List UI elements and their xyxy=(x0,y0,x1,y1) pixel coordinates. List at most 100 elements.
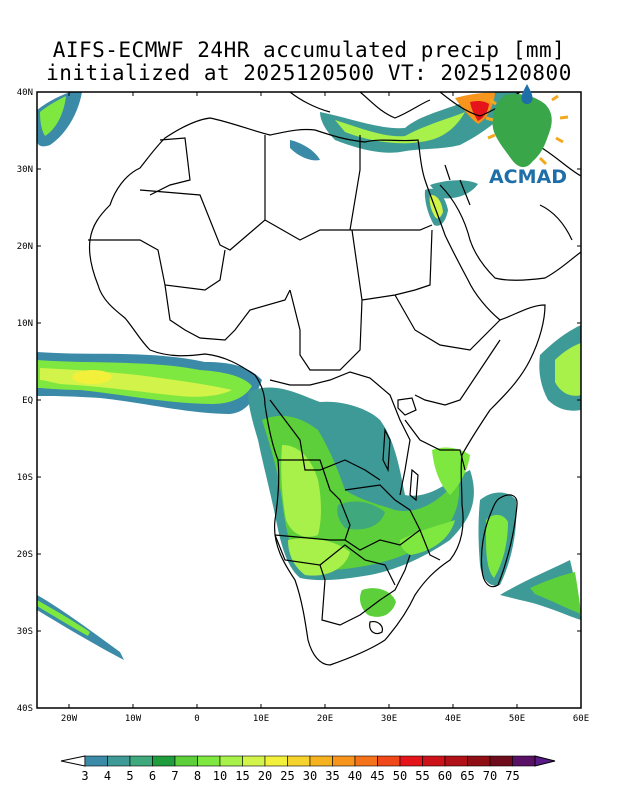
border-east xyxy=(414,339,501,406)
precip-max-atlantic xyxy=(72,370,112,384)
border-ethiopia xyxy=(394,294,501,351)
africa-coastline xyxy=(88,117,546,666)
colorbar-swatch xyxy=(332,755,356,767)
lake-tanganyika xyxy=(382,427,391,473)
acmad-logo-text: ACMAD xyxy=(489,166,567,188)
border-sahara-1 xyxy=(139,135,266,251)
border-namibia-botswana xyxy=(319,544,396,586)
lake-victoria xyxy=(397,397,417,416)
colorbar-label: 45 xyxy=(370,769,384,783)
acmad-logo-africa-icon xyxy=(492,94,552,168)
precip-east-med-max-core xyxy=(470,100,489,121)
colorbar-swatch xyxy=(152,755,176,767)
longitude-axis: 20W 10W 0 10E 20E 30E 40E 50E 60E xyxy=(61,92,589,724)
lon-tick-label: 20W xyxy=(61,714,78,724)
lon-tick-label: 10E xyxy=(253,714,269,724)
border-mozambique xyxy=(419,529,441,561)
colorbar-label: 6 xyxy=(149,769,156,783)
precip-indian-ocean-band-core xyxy=(530,572,581,614)
colorbar-label: 8 xyxy=(194,769,201,783)
colorbar-label: 65 xyxy=(460,769,474,783)
colorbar-swatch xyxy=(444,755,468,767)
lat-tick-label: 10N xyxy=(17,319,33,329)
precip-mass-angola xyxy=(288,538,350,576)
border-north-1 xyxy=(149,137,191,196)
colorbar-swatch xyxy=(399,755,423,767)
map-title-line-2: initialized at 2025120500 VT: 2025120800 xyxy=(46,61,572,85)
lon-tick-label: 60E xyxy=(573,714,589,724)
colorbar-label: 5 xyxy=(126,769,133,783)
colorbar-label: 35 xyxy=(325,769,339,783)
lake-malawi xyxy=(409,468,419,502)
colorbar-swatch xyxy=(512,755,536,767)
border-southern xyxy=(274,534,411,626)
precip-mass-central-inner xyxy=(281,445,321,537)
colorbar-swatch xyxy=(174,755,198,767)
colorbar-label: 25 xyxy=(280,769,294,783)
colorbar-label: 4 xyxy=(104,769,111,783)
precip-sw-atlantic-core xyxy=(37,600,90,636)
colorbar-label: 75 xyxy=(505,769,519,783)
colorbar-label: 30 xyxy=(303,769,317,783)
colorbar-swatch xyxy=(287,755,311,767)
colorbar-swatch xyxy=(242,755,266,767)
border-sahara-3 xyxy=(350,224,433,231)
colorbar: 3 4 5 6 7 8 10 15 20 25 30 35 40 45 50 55 60 65 70 75 xyxy=(60,755,556,783)
border-sahara-2 xyxy=(264,135,361,241)
lat-tick-label: 10S xyxy=(17,473,33,483)
red-sea-coast-arabia xyxy=(439,184,581,281)
border-sudan xyxy=(361,229,433,301)
colorbar-swatch xyxy=(107,755,131,767)
colorbar-swatch xyxy=(489,755,513,767)
lon-tick-label: 20E xyxy=(317,714,333,724)
precip-atlas xyxy=(290,140,320,161)
colorbar-label: 55 xyxy=(415,769,429,783)
colorbar-swatch xyxy=(377,755,401,767)
border-tanzania xyxy=(404,419,466,471)
colorbar-swatch xyxy=(264,755,288,767)
colorbar-swatch xyxy=(84,755,108,767)
colorbar-label: 15 xyxy=(235,769,249,783)
lat-tick-label: 20N xyxy=(17,242,33,252)
acmad-logo-drop-icon xyxy=(521,84,533,104)
precip-mass-moz xyxy=(400,520,455,555)
colorbar-swatch xyxy=(309,755,333,767)
lon-tick-label: 30E xyxy=(381,714,397,724)
lon-tick-label: 0 xyxy=(194,714,199,724)
lat-tick-label: EQ xyxy=(22,396,33,406)
border-congo xyxy=(269,371,411,496)
colorbar-label: 50 xyxy=(393,769,407,783)
lat-tick-label: 40S xyxy=(17,704,33,714)
colorbar-under-arrow xyxy=(60,755,86,767)
precip-east-indian-core xyxy=(555,343,581,396)
map-title-line-1: AIFS-ECMWF 24HR accumulated precip [mm] xyxy=(52,38,566,62)
colorbar-label: 60 xyxy=(438,769,452,783)
madagascar-coastline xyxy=(480,494,518,588)
border-congo-2 xyxy=(269,399,381,481)
colorbar-label: 20 xyxy=(258,769,272,783)
precip-madagascar-core xyxy=(486,514,508,578)
lon-tick-label: 40E xyxy=(445,714,461,724)
colorbar-swatch xyxy=(354,755,378,767)
colorbar-swatch xyxy=(467,755,491,767)
acmad-logo-sun-rays-icon xyxy=(485,94,569,166)
colorbar-label: 70 xyxy=(483,769,497,783)
colorbar-label: 7 xyxy=(171,769,178,783)
colorbar-swatch xyxy=(129,755,153,767)
latitude-axis: 40N 30N 20N 10N EQ 10S 20S 30S 40S xyxy=(17,88,581,714)
colorbar-label: 40 xyxy=(348,769,362,783)
coast-east-1 xyxy=(444,164,573,241)
lon-tick-label: 50E xyxy=(509,714,525,724)
colorbar-swatch xyxy=(219,755,243,767)
lat-tick-label: 30N xyxy=(17,165,33,175)
border-angola xyxy=(274,459,351,541)
acmad-logo: ACMAD xyxy=(485,84,569,188)
precip-mediterranean-core xyxy=(335,112,465,144)
lat-tick-label: 30S xyxy=(17,627,33,637)
lesotho xyxy=(369,621,383,635)
lon-tick-label: 10W xyxy=(125,714,142,724)
coastlines-borders xyxy=(88,92,581,666)
colorbar-over-arrow xyxy=(534,755,556,767)
colorbar-label: 3 xyxy=(81,769,88,783)
